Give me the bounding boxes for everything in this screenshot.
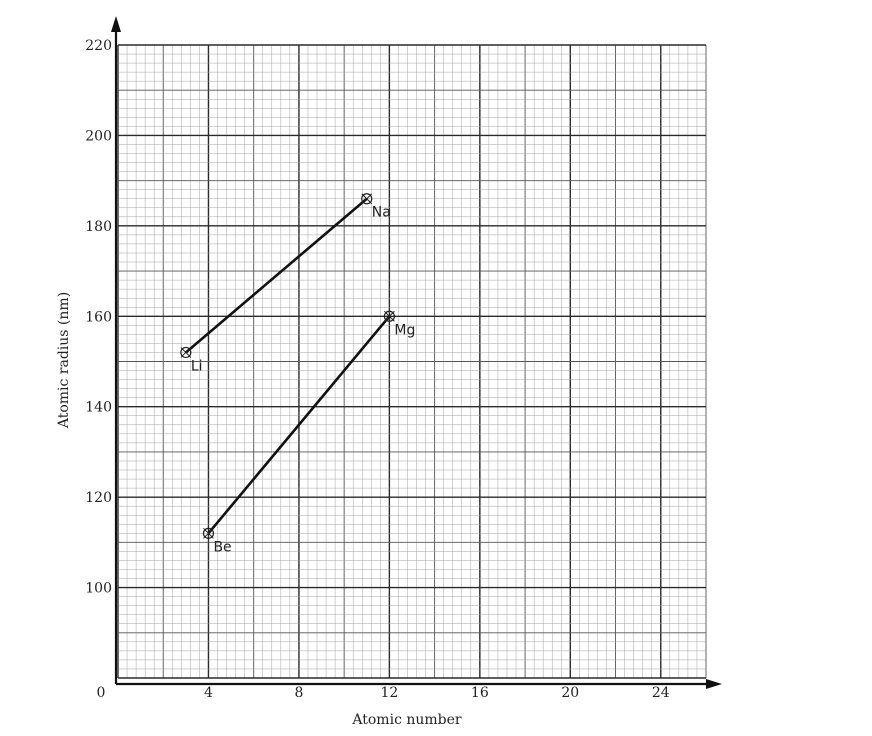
data-point-label: Na [372,205,391,221]
x-tick-label: 16 [471,685,489,701]
x-tick-label: 4 [204,685,213,701]
data-point-marker [180,346,192,359]
data-point-marker [361,193,373,205]
x-tick-label: 12 [380,685,398,701]
y-axis-arrow [111,16,121,32]
data-points: Li Na Be Mg [180,193,415,555]
tick-labels: 4 8 12 16 20 24 100 120 140 160 180 200 220 [85,38,669,701]
y-tick-label: 100 [85,581,112,597]
y-tick-label: 220 [85,38,112,54]
series-lines [185,197,391,535]
data-point-cross [180,347,192,358]
y-tick-label: 200 [85,128,112,144]
y-tick-label: 140 [85,400,112,416]
series-line-2 [207,315,391,535]
y-tick-label: 160 [85,309,112,325]
x-axis-label: Atomic number [351,712,462,728]
grid [117,44,707,679]
x-tick-label: 20 [561,685,579,701]
data-point-cross [203,527,214,539]
origin-label: 0 [97,685,106,701]
data-point-cross [361,193,373,205]
x-tick-label: 24 [652,685,670,701]
data-point-cross [384,310,395,322]
data-point-marker [202,527,215,539]
x-tick-label: 8 [294,685,303,701]
series-line-1 [185,197,368,354]
y-tick-label: 180 [85,219,112,235]
x-axis-arrow [706,679,722,689]
data-point-label: Li [191,358,203,374]
axes [111,16,722,689]
y-axis-label: Atomic radius (nm) [56,292,72,429]
data-point-label: Be [213,539,231,555]
data-point-label: Mg [394,322,415,338]
y-tick-label: 120 [85,490,112,506]
data-point-marker [383,310,395,322]
